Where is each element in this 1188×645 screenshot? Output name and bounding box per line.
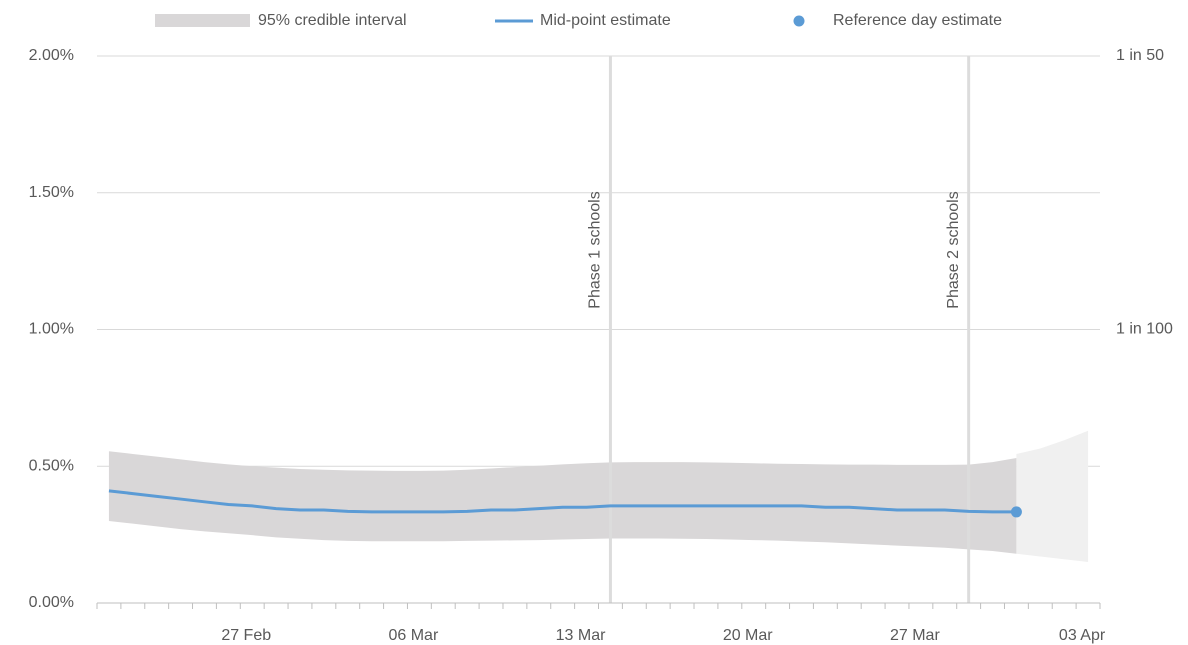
estimate-line [108, 489, 1017, 514]
annotation-label: Phase 1 schools [587, 191, 604, 308]
legend-label: Reference day estimate [833, 12, 1002, 29]
credible-band [1016, 430, 1089, 562]
x-tick-label: 27 Feb [221, 627, 271, 644]
y-tick-label: 1.50% [29, 184, 74, 201]
legend-swatch [793, 15, 805, 27]
legend-label: Mid-point estimate [540, 12, 671, 29]
x-tick-label: 06 Mar [388, 627, 438, 644]
y2-tick-label: 1 in 100 [1116, 321, 1173, 338]
x-tick-label: 20 Mar [723, 627, 773, 644]
credible-band [108, 451, 1017, 554]
x-tick-label: 27 Mar [890, 627, 940, 644]
y-tick-label: 0.50% [29, 457, 74, 474]
x-tick-label: 13 Mar [556, 627, 606, 644]
annotation-label: Phase 2 schools [945, 191, 962, 308]
y2-tick-label: 1 in 50 [1116, 47, 1164, 64]
legend-label: 95% credible interval [258, 12, 407, 29]
reference-dot [1010, 506, 1022, 518]
legend-swatch [155, 14, 250, 27]
y-tick-label: 2.00% [29, 47, 74, 64]
x-tick-label: 03 Apr [1059, 627, 1106, 644]
y-tick-label: 1.00% [29, 321, 74, 338]
y-tick-label: 0.00% [29, 594, 74, 611]
